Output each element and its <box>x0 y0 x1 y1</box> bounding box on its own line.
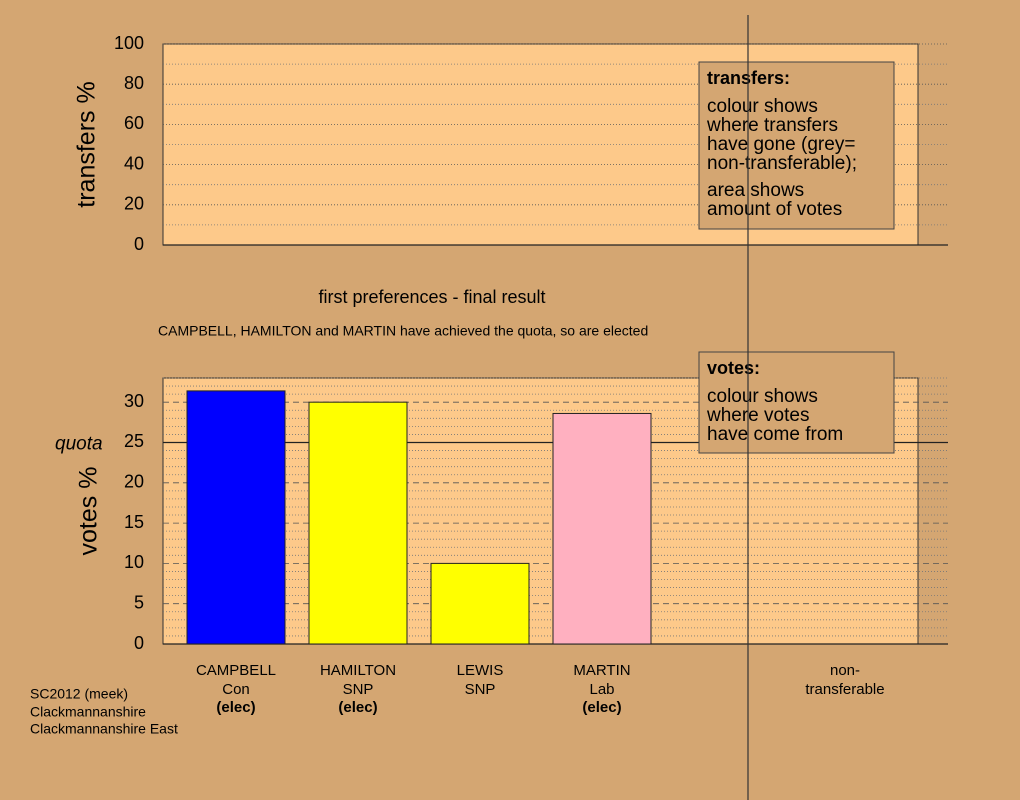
y-axis-label: transfers % <box>73 81 101 207</box>
legend-text: amount of votes <box>707 199 842 220</box>
y-tick-label: 40 <box>124 153 144 173</box>
y-tick-label: 10 <box>124 552 144 572</box>
footer-line: Clackmannanshire <box>30 704 146 720</box>
y-tick-label: 80 <box>124 73 144 93</box>
legend-text: have gone (grey= <box>707 134 855 155</box>
legend-text: non-transferable); <box>707 153 857 174</box>
y-tick-label: 15 <box>124 512 144 532</box>
legend-box <box>698 61 895 230</box>
y-axis-label: votes % <box>75 467 103 556</box>
footer-line: Clackmannanshire East <box>30 721 178 737</box>
y-tick-label: 0 <box>134 633 144 653</box>
bar <box>430 562 530 645</box>
legend-text: colour shows <box>707 386 818 407</box>
quota-label: quota <box>55 434 103 455</box>
x-tick-label: CAMPBELL <box>196 662 276 679</box>
y-tick-label: 20 <box>124 194 144 214</box>
legend-text: area shows <box>707 180 804 201</box>
party-label: Con <box>222 681 250 698</box>
status-label: (elec) <box>582 699 621 716</box>
status-label: (elec) <box>338 699 377 716</box>
y-tick-label: 25 <box>124 431 144 451</box>
x-tick-label: MARTIN <box>573 662 630 679</box>
y-tick-label: 100 <box>114 33 144 53</box>
footer-line: SC2012 (meek) <box>30 686 128 702</box>
x-tick-label: LEWIS <box>457 662 504 679</box>
bar <box>552 412 652 645</box>
legend-text: where votes <box>706 405 809 426</box>
x-tick-label: non-transferable <box>805 662 884 698</box>
bar <box>308 401 408 645</box>
legend-text: where transfers <box>706 115 838 136</box>
chart-subtitle: CAMPBELL, HAMILTON and MARTIN have achie… <box>158 323 648 339</box>
y-tick-label: 60 <box>124 113 144 133</box>
y-tick-label: 20 <box>124 472 144 492</box>
legend-text: colour shows <box>707 96 818 117</box>
bar <box>186 390 286 645</box>
party-label: SNP <box>343 681 374 698</box>
legend-title: votes: <box>707 358 760 378</box>
status-label: (elec) <box>216 699 255 716</box>
party-label: SNP <box>465 681 496 698</box>
party-label: Lab <box>589 681 614 698</box>
y-tick-label: 30 <box>124 391 144 411</box>
legend-box <box>698 351 895 454</box>
legend-text: have come from <box>707 424 843 445</box>
x-tick-label: HAMILTON <box>320 662 396 679</box>
y-tick-label: 5 <box>134 592 144 612</box>
chart-title: first preferences - final result <box>318 287 545 307</box>
y-tick-label: 0 <box>134 234 144 254</box>
